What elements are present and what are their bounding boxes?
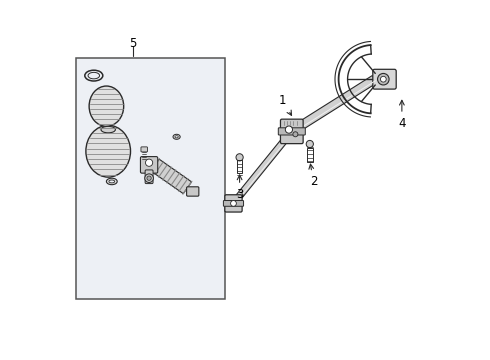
Circle shape [231,201,236,206]
Polygon shape [290,76,377,135]
Circle shape [145,174,153,183]
Ellipse shape [106,178,117,185]
FancyBboxPatch shape [373,69,396,89]
FancyBboxPatch shape [225,195,242,212]
Ellipse shape [86,125,130,177]
Circle shape [380,76,386,82]
Ellipse shape [175,136,178,138]
FancyBboxPatch shape [76,58,225,299]
FancyBboxPatch shape [141,157,158,173]
Polygon shape [231,129,294,206]
FancyBboxPatch shape [223,201,244,206]
Circle shape [306,140,314,148]
FancyBboxPatch shape [145,170,153,184]
Ellipse shape [173,134,180,139]
Ellipse shape [88,72,99,79]
Text: 3: 3 [236,175,244,201]
Circle shape [147,176,151,180]
FancyBboxPatch shape [187,187,199,196]
Text: 2: 2 [309,164,317,188]
Circle shape [146,159,153,166]
Circle shape [285,126,293,133]
Text: 4: 4 [398,100,406,130]
Ellipse shape [101,126,116,133]
Ellipse shape [109,180,115,183]
Text: 1: 1 [279,94,292,115]
FancyBboxPatch shape [141,147,147,152]
FancyBboxPatch shape [278,128,305,135]
Circle shape [378,73,389,85]
Text: 5: 5 [129,37,136,50]
Polygon shape [151,159,192,194]
Circle shape [293,132,298,137]
Ellipse shape [89,86,123,126]
FancyBboxPatch shape [280,119,303,144]
Circle shape [236,154,243,161]
